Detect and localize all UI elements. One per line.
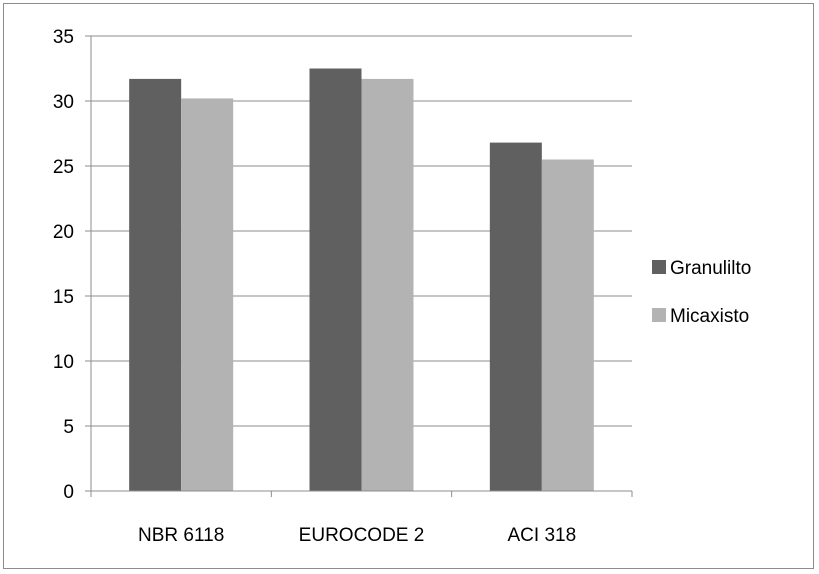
y-tick-label: 0 <box>63 482 74 503</box>
y-tick-label: 30 <box>53 92 74 113</box>
legend-label-granulilto: Granulilto <box>670 258 751 279</box>
y-tick-label: 5 <box>63 417 74 438</box>
bar-granulilto-2 <box>489 142 542 491</box>
category-label: EUROCODE 2 <box>299 525 425 546</box>
bar-micaxisto-1 <box>361 78 414 492</box>
bars <box>129 68 594 492</box>
category-labels: NBR 6118 EUROCODE 2 ACI 318 <box>138 525 576 546</box>
category-label: ACI 318 <box>508 525 577 546</box>
category-label: NBR 6118 <box>138 525 224 546</box>
y-tick-label: 20 <box>53 222 74 243</box>
legend-swatch-micaxisto <box>652 308 666 322</box>
legend: Granulilto Micaxisto <box>652 258 751 327</box>
y-tick-labels: 0 5 10 15 20 25 30 35 <box>53 27 74 503</box>
y-tick-label: 25 <box>53 157 74 178</box>
y-tick-label: 35 <box>53 27 74 48</box>
bar-granulilto-0 <box>129 78 182 492</box>
legend-swatch-granulilto <box>652 260 666 274</box>
bar-granulilto-1 <box>309 68 362 491</box>
axes <box>85 35 633 497</box>
bar-micaxisto-0 <box>181 98 234 492</box>
legend-label-micaxisto: Micaxisto <box>670 306 749 327</box>
y-tick-label: 15 <box>53 287 74 308</box>
bar-micaxisto-2 <box>541 159 594 491</box>
y-tick-label: 10 <box>53 352 74 373</box>
